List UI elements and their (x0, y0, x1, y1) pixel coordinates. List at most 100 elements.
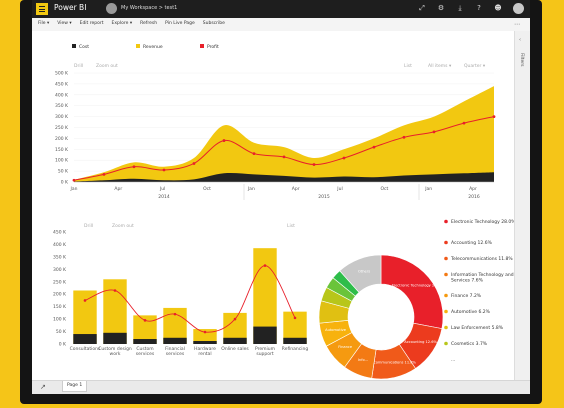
area-month-label: Jan (70, 186, 78, 192)
zoom-out-button[interactable]: Zoom out (96, 63, 118, 69)
bar-category-label: Refinancing (282, 346, 309, 352)
all-items-dropdown[interactable]: All items ▾ (428, 63, 452, 69)
area-y-tick: 500 K (55, 71, 69, 77)
bar-y-tick: 300 K (53, 267, 67, 273)
breadcrumb[interactable]: My Workspace > test1 (121, 5, 178, 11)
settings-icon[interactable]: ⚙ (437, 4, 445, 12)
donut-legend-label: Automotive 6.2% (451, 309, 491, 315)
profit-point (492, 115, 496, 118)
area-y-tick: 200 K (55, 136, 69, 142)
donut-legend-dot (444, 272, 448, 277)
bar-category-label: Custom design work (98, 346, 132, 357)
drill-button[interactable]: Drill (74, 63, 83, 69)
area-month-label: Jan (424, 186, 432, 192)
bar-category-label: Hardware rental (194, 346, 216, 357)
donut-legend-label: Information Technology and Services 7.6% (451, 272, 514, 284)
area-y-tick: 450 K (55, 81, 69, 87)
area-year-label: 2015 (318, 194, 330, 200)
revenue-area (74, 86, 494, 182)
area-y-tick: 100 K (55, 158, 69, 164)
bar-category-label: Premium support (255, 346, 275, 357)
app-launcher-icon[interactable] (36, 3, 48, 15)
more-options-button[interactable]: ⋯ (514, 21, 520, 28)
bar-y-tick: 350 K (53, 254, 67, 260)
revenue-bar (193, 329, 217, 344)
bar-category-label: Financial services (165, 346, 185, 357)
donut-legend-label: Finance 7.2% (451, 293, 482, 299)
donut-legend-label: Electronic Technology 28.0% (451, 219, 515, 225)
donut-slice-label: Finance (338, 345, 353, 349)
bar-profit-point (263, 264, 267, 267)
app-title: Power BI (54, 3, 87, 12)
bar-list-button[interactable]: List (287, 223, 295, 229)
donut-legend-label: Law Enforcement 5.8% (451, 325, 504, 331)
bar-drill-button[interactable]: Drill (84, 223, 93, 229)
cost-area (74, 172, 494, 182)
donut-chart[interactable]: Electronic Technology 28.0% Accounting 12… (318, 219, 515, 380)
bar-y-tick: 200 K (53, 292, 67, 298)
donut-slice-label: Others (358, 270, 370, 274)
revenue-bar (223, 312, 247, 344)
quarter-dropdown[interactable]: Quarter ▾ (464, 63, 486, 69)
legend-profit: Profit (207, 44, 219, 50)
download-icon[interactable]: ⤓ (458, 4, 462, 12)
filters-pane[interactable]: ‹ Filters (514, 31, 530, 380)
bar-chart[interactable]: Drill Zoom out List 450 K 400 K 350 K 300 K… (53, 223, 308, 357)
explore-menu[interactable]: Explore ▾ (111, 21, 133, 26)
donut-slice (380, 254, 444, 329)
bar-y-tick: 150 K (53, 304, 67, 310)
refresh-button[interactable]: Refresh (140, 21, 158, 26)
profit-point (282, 155, 286, 159)
bar-y-tick: 100 K (53, 317, 67, 323)
profit-point (462, 121, 466, 125)
donut-slice-label: Info... (358, 358, 368, 362)
workspace-avatar (106, 3, 117, 14)
donut-legend-more: ... (451, 358, 455, 363)
fullscreen-icon[interactable]: ↗ (40, 383, 46, 391)
list-button[interactable]: List (404, 63, 412, 69)
pin-live-page-button[interactable]: Pin Live Page (165, 21, 195, 26)
area-year-label: 2016 (468, 194, 480, 200)
edit-report-button[interactable]: Edit report (79, 21, 104, 26)
subscribe-button[interactable]: Subscribe (202, 21, 225, 26)
profit-point (372, 145, 376, 149)
bar-profit-point (113, 289, 117, 292)
area-y-tick: 0 K (61, 180, 69, 186)
bar-y-tick: 250 K (53, 279, 67, 285)
area-month-label: Oct (380, 186, 388, 192)
collapse-filters-icon[interactable]: ‹ (519, 37, 521, 43)
area-month-label: Jul (159, 186, 165, 192)
page-tabs-bar: ↗ Page 1 (32, 380, 530, 394)
revenue-bar (73, 290, 97, 344)
donut-legend-dot (444, 325, 448, 330)
profit-point (252, 152, 256, 156)
legend-revenue: Revenue (143, 44, 163, 50)
donut-legend-dot (444, 341, 448, 346)
page-tab-1[interactable]: Page 1 (62, 381, 88, 392)
donut-slice-label: Accounting 12.6% (404, 340, 437, 344)
area-chart[interactable]: Cost Revenue Profit Drill Zoom out List … (55, 44, 496, 200)
area-y-tick: 250 K (55, 125, 69, 131)
donut-slice (339, 254, 382, 293)
bar-zoom-out-button[interactable]: Zoom out (112, 223, 134, 229)
area-y-tick: 300 K (55, 114, 69, 120)
expand-icon[interactable]: ⤢ (419, 4, 425, 12)
help-icon[interactable]: ? (477, 4, 481, 12)
revenue-bar (283, 311, 307, 344)
donut-legend-label: Telecommunications 11.8% (450, 256, 513, 262)
area-y-tick: 50 K (58, 169, 69, 175)
profit-point (342, 156, 346, 160)
top-icons: ⤢ ⚙ ⤓ ? ☻ (418, 4, 502, 12)
view-menu[interactable]: View ▾ (57, 21, 72, 26)
app-screen: Power BI My Workspace > test1 ⤢ ⚙ ⤓ ? ☻ … (32, 0, 530, 394)
area-month-label: Apr (469, 186, 477, 192)
area-y-tick: 350 K (55, 103, 69, 109)
user-avatar[interactable] (513, 3, 524, 14)
file-menu[interactable]: File ▾ (38, 21, 50, 26)
donut-slice-label: Electronic Technology 28.0% (392, 284, 444, 288)
bar-profit-point (83, 299, 87, 302)
bar-y-tick: 400 K (53, 242, 67, 248)
feedback-icon[interactable]: ☻ (494, 4, 502, 12)
donut-slice-label: Automotive (325, 328, 347, 332)
filters-label: Filters (519, 53, 524, 67)
